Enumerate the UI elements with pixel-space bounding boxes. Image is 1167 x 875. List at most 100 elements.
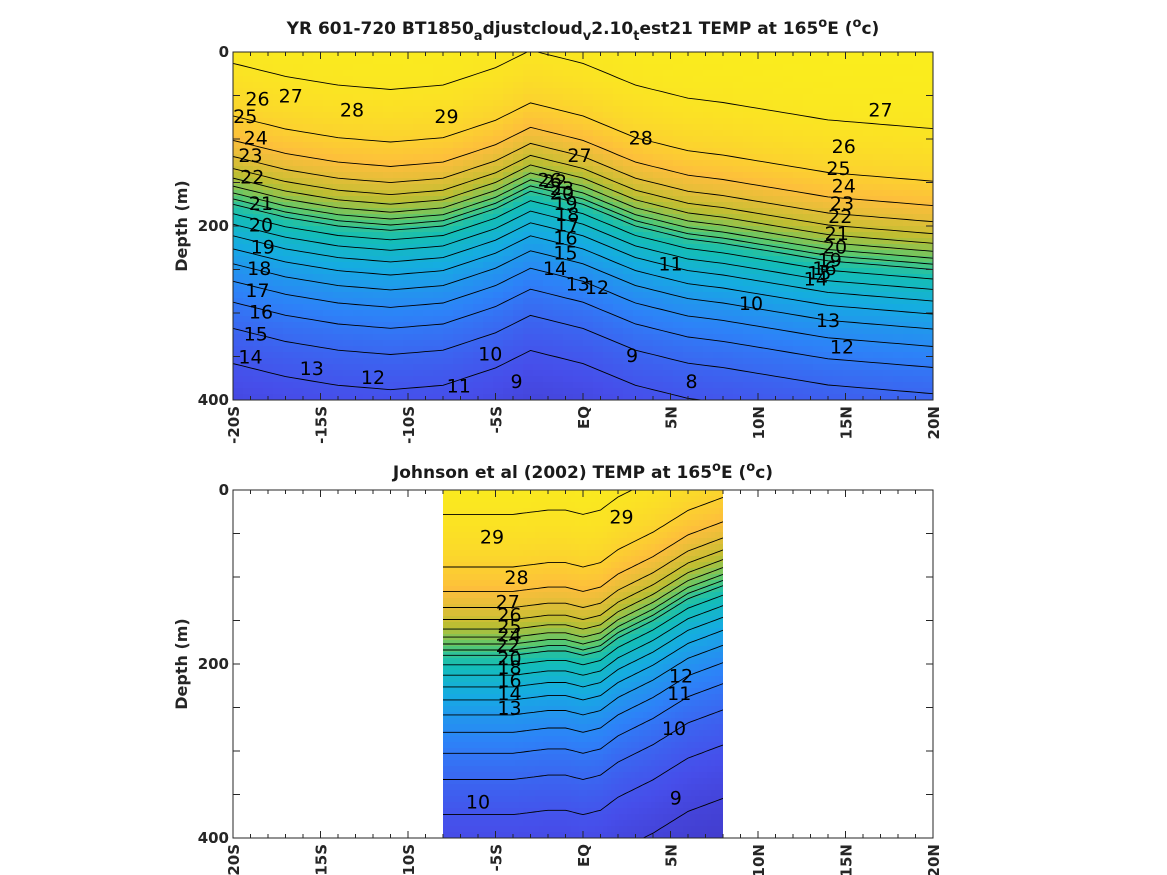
field-cell — [493, 298, 504, 305]
field-cell — [523, 232, 534, 239]
field-cell — [583, 346, 594, 353]
field-cell — [573, 118, 584, 125]
field-cell — [783, 370, 794, 377]
field-cell — [453, 232, 464, 239]
field-cell — [903, 196, 914, 203]
field-cell — [713, 88, 724, 95]
field-cell — [653, 196, 664, 203]
field-cell — [823, 322, 834, 329]
field-cell — [873, 268, 884, 275]
field-cell — [253, 166, 264, 173]
field-cell — [683, 226, 694, 233]
field-cell — [703, 364, 714, 371]
field-cell — [563, 250, 574, 257]
field-cell — [663, 250, 674, 257]
field-cell — [353, 388, 364, 395]
field-cell — [873, 220, 884, 227]
field-cell — [473, 304, 484, 311]
field-cell — [603, 268, 614, 275]
field-cell — [663, 382, 674, 389]
field-cell — [483, 640, 488, 647]
field-cell — [903, 130, 914, 137]
field-cell — [283, 286, 294, 293]
field-cell — [333, 124, 344, 131]
field-cell — [471, 502, 476, 509]
field-cell — [573, 154, 584, 161]
field-cell — [713, 106, 724, 113]
field-cell — [233, 382, 244, 389]
field-cell — [363, 118, 374, 125]
field-cell — [743, 382, 754, 389]
field-cell — [293, 256, 304, 263]
field-cell — [663, 130, 674, 137]
field-cell — [623, 280, 634, 287]
field-cell — [459, 682, 464, 689]
field-cell — [233, 346, 244, 353]
field-cell — [423, 202, 434, 209]
field-cell — [853, 64, 864, 71]
field-cell — [413, 262, 424, 269]
field-cell — [613, 346, 624, 353]
field-cell — [613, 286, 624, 293]
field-cell — [333, 136, 344, 143]
field-cell — [853, 382, 864, 389]
field-cell — [623, 310, 634, 317]
field-cell — [333, 118, 344, 125]
field-cell — [853, 226, 864, 233]
field-cell — [703, 256, 714, 263]
field-cell — [453, 88, 464, 95]
field-cell — [913, 298, 924, 305]
field-cell — [543, 208, 554, 215]
field-cell — [623, 328, 634, 335]
field-cell — [343, 202, 354, 209]
field-cell — [803, 358, 814, 365]
field-cell — [323, 148, 334, 155]
field-cell — [451, 586, 456, 593]
field-cell — [743, 358, 754, 365]
field-cell — [443, 118, 454, 125]
field-cell — [303, 286, 314, 293]
field-cell — [513, 286, 524, 293]
field-cell — [893, 286, 904, 293]
field-cell — [883, 220, 894, 227]
field-cell — [863, 304, 874, 311]
field-cell — [491, 568, 496, 575]
field-cell — [491, 622, 496, 629]
field-cell — [455, 664, 460, 671]
field-cell — [683, 76, 694, 83]
field-cell — [843, 70, 854, 77]
field-cell — [233, 82, 244, 89]
field-cell — [487, 550, 492, 557]
field-cell — [653, 58, 664, 65]
field-cell — [393, 310, 404, 317]
field-cell — [733, 202, 744, 209]
isotherm-13 — [233, 288, 933, 368]
field-cell — [843, 190, 854, 197]
field-cell — [603, 76, 614, 83]
field-cell — [491, 574, 496, 581]
field-cell — [233, 172, 244, 179]
contour-label: 25 — [826, 158, 850, 180]
field-cell — [467, 682, 472, 689]
field-cell — [475, 736, 480, 743]
field-cell — [363, 124, 374, 131]
field-cell — [573, 364, 584, 371]
field-cell — [743, 136, 754, 143]
field-cell — [693, 376, 704, 383]
field-cell — [643, 52, 654, 59]
field-cell — [263, 370, 274, 377]
field-cell — [453, 136, 464, 143]
field-cell — [487, 508, 492, 515]
field-cell — [923, 118, 933, 125]
field-cell — [447, 580, 452, 587]
field-cell — [479, 820, 484, 827]
field-cell — [843, 262, 854, 269]
field-cell — [543, 388, 554, 395]
field-cell — [453, 388, 464, 395]
field-cell — [283, 280, 294, 287]
field-cell — [833, 334, 844, 341]
field-cell — [613, 64, 624, 71]
field-cell — [513, 100, 524, 107]
field-cell — [773, 76, 784, 83]
field-cell — [923, 196, 933, 203]
